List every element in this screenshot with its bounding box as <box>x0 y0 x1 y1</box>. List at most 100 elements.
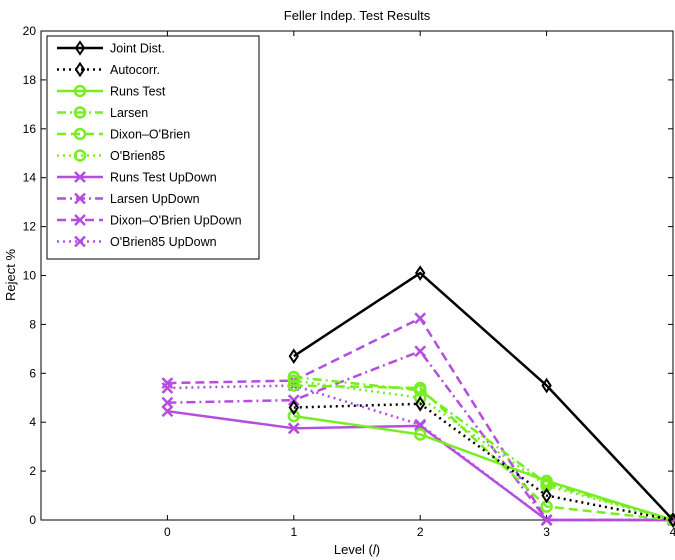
y-tick-label: 14 <box>23 171 37 185</box>
data-point <box>287 422 300 435</box>
y-tick-label: 8 <box>29 317 36 331</box>
y-tick-label: 2 <box>29 464 36 478</box>
x-marker-stroke <box>287 422 300 435</box>
data-point <box>288 399 300 416</box>
series-line <box>167 384 673 522</box>
series-line <box>293 414 674 522</box>
legend-swatch-marker <box>74 192 86 205</box>
legend-entry: Autocorr. <box>57 61 160 78</box>
x-marker-stroke <box>161 377 174 389</box>
x-axis: 0 1 2 3 4 <box>164 31 675 539</box>
data-point <box>541 487 552 504</box>
data-point <box>161 377 174 389</box>
legend-entry: Dixon–O'Brien <box>57 128 190 142</box>
series-line <box>293 379 674 522</box>
data-point <box>161 396 174 409</box>
data-point <box>414 312 427 325</box>
x-marker-stroke <box>74 214 86 226</box>
x-marker-stroke <box>74 235 86 248</box>
legend-entry: Dixon–O'Brien UpDown <box>57 214 242 228</box>
legend-swatch-marker <box>74 214 86 226</box>
legend-label: Larsen <box>110 106 148 120</box>
data-point <box>288 348 300 364</box>
data-point <box>414 345 427 358</box>
y-axis: 0 2 4 6 8 10 12 14 16 18 20 <box>23 24 673 527</box>
legend-entry: Runs Test <box>57 85 166 99</box>
legend-label: Autocorr. <box>110 63 160 77</box>
y-tick-label: 16 <box>23 122 37 136</box>
data-point <box>287 370 301 384</box>
y-tick-label: 0 <box>29 513 36 527</box>
data-point <box>413 384 427 397</box>
x-marker-stroke <box>74 192 86 205</box>
series-9 <box>161 312 675 526</box>
y-tick-label: 6 <box>29 366 36 380</box>
y-tick-label: 4 <box>29 415 36 429</box>
legend-entry: Joint Dist. <box>57 40 165 56</box>
legend-label: Joint Dist. <box>110 42 165 56</box>
series-line <box>293 384 674 522</box>
legend: Joint Dist. Autocorr. Runs Test Larsen Dixon… <box>46 35 260 260</box>
data-point <box>667 512 675 528</box>
y-tick-label: 20 <box>23 24 37 38</box>
y-tick-label: 18 <box>23 73 37 87</box>
chart-title: Feller Indep. Test Results <box>284 8 431 23</box>
x-axis-label-prefix: Level ( <box>334 542 374 557</box>
x-tick-label: 4 <box>670 525 675 539</box>
x-tick-label: 0 <box>164 525 171 539</box>
y-axis-label: Reject % <box>3 249 18 301</box>
series-line <box>167 317 673 522</box>
x-marker-stroke <box>161 396 174 409</box>
series-7 <box>161 405 675 526</box>
legend-label: O'Brien85 <box>110 149 165 163</box>
legend-label: Dixon–O'Brien UpDown <box>110 214 242 228</box>
legend-swatch-marker <box>73 84 87 98</box>
x-axis-label: Level (l) <box>334 542 380 557</box>
legend-swatch-marker <box>74 40 86 56</box>
legend-label: Runs Test UpDown <box>110 171 217 185</box>
x-marker-stroke <box>74 171 86 183</box>
series-line <box>293 271 674 521</box>
y-tick-label: 12 <box>23 220 37 234</box>
legend-label: Larsen UpDown <box>110 192 200 206</box>
data-point <box>540 514 553 526</box>
legend-swatch-marker <box>74 235 86 248</box>
x-marker-stroke <box>414 345 427 358</box>
x-marker-stroke <box>414 312 427 325</box>
data-point <box>287 379 301 392</box>
series-line <box>293 402 674 522</box>
legend-label: Dixon–O'Brien <box>110 128 190 142</box>
data-point <box>414 265 426 281</box>
legend-label: Runs Test <box>110 85 166 99</box>
legend-swatch-marker <box>73 106 87 119</box>
legend-entry: O'Brien85 UpDown <box>57 235 217 249</box>
legend-swatch-marker <box>74 171 86 183</box>
y-tick-label: 10 <box>23 269 37 283</box>
legend-swatch-marker <box>74 61 86 78</box>
data-point <box>414 396 426 412</box>
x-marker-stroke <box>161 382 174 394</box>
x-tick-label: 2 <box>417 525 424 539</box>
x-tick-label: 3 <box>543 525 550 539</box>
legend-entry: Larsen <box>57 106 148 120</box>
data-point <box>161 405 174 418</box>
legend-entry: Runs Test UpDown <box>57 171 217 185</box>
x-marker-stroke <box>161 405 174 418</box>
series-1 <box>288 265 675 528</box>
legend-entry: Larsen UpDown <box>57 192 200 206</box>
data-point <box>287 409 301 423</box>
x-axis-label-variable: l <box>373 542 377 557</box>
data-point <box>540 474 553 488</box>
data-point <box>161 382 174 394</box>
legend-entry: O'Brien85 <box>57 149 165 163</box>
legend-label: O'Brien85 UpDown <box>110 235 217 249</box>
x-tick-label: 1 <box>290 525 297 539</box>
legend-swatch-marker <box>73 149 87 162</box>
legend-swatch-marker <box>73 127 87 141</box>
series-layer <box>161 265 675 528</box>
data-point <box>541 377 552 394</box>
x-axis-label-suffix: ) <box>376 542 380 557</box>
data-point <box>413 428 427 441</box>
x-marker-stroke <box>540 514 553 526</box>
